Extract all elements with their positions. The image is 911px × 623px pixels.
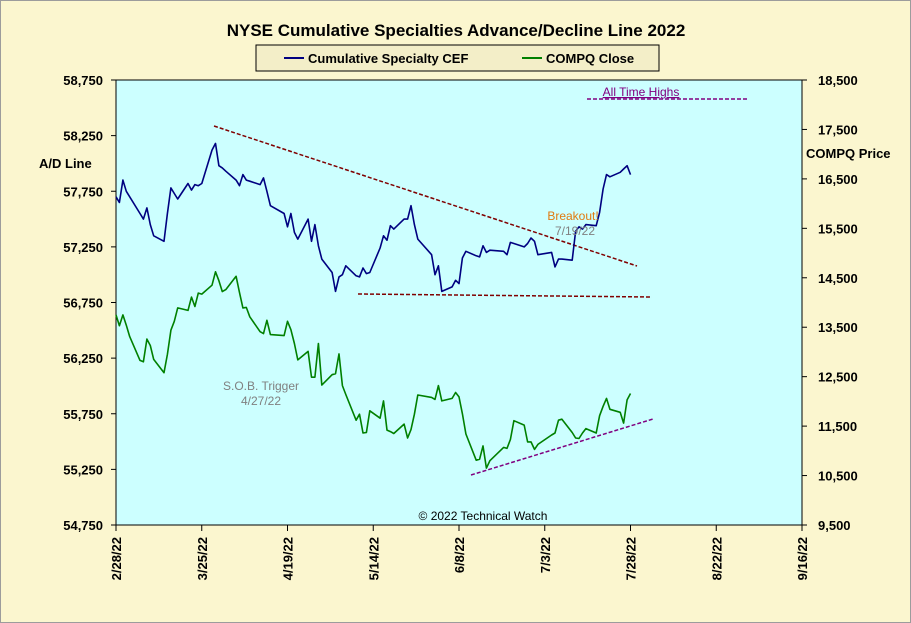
x-tick-label: 9/16/22 xyxy=(795,537,810,580)
x-tick-label: 3/25/22 xyxy=(195,537,210,580)
left-tick-label: 58,750 xyxy=(63,73,103,88)
right-tick-label: 12,500 xyxy=(818,370,858,385)
series-line-ad xyxy=(115,142,632,293)
x-tick-label: 6/8/22 xyxy=(452,537,467,573)
left-tick-label: 55,250 xyxy=(63,462,103,477)
left-tick-label: 58,250 xyxy=(63,129,103,144)
right-tick-label: 17,500 xyxy=(818,122,858,137)
right-tick-label: 16,500 xyxy=(818,172,858,187)
legend-label-ad: Cumulative Specialty CEF xyxy=(308,51,468,66)
right-tick-label: 14,500 xyxy=(818,271,858,286)
left-tick-label: 57,750 xyxy=(63,184,103,199)
legend: Cumulative Specialty CEF COMPQ Close xyxy=(255,44,660,72)
right-axis-label: COMPQ Price xyxy=(806,146,891,161)
right-tick-label: 9,500 xyxy=(818,518,851,533)
compq-support-trendline xyxy=(470,418,654,476)
x-tick-label: 4/19/22 xyxy=(281,537,296,580)
left-tick-label: 56,750 xyxy=(63,296,103,311)
trendlines xyxy=(213,98,747,476)
left-tick-label: 55,750 xyxy=(63,407,103,422)
legend-box xyxy=(255,44,660,72)
x-tick-label: 8/22/22 xyxy=(709,537,724,580)
right-tick-label: 13,500 xyxy=(818,320,858,335)
right-tick-label: 18,500 xyxy=(818,73,858,88)
x-tick-label: 2/28/22 xyxy=(109,537,124,580)
legend-label-compq: COMPQ Close xyxy=(546,51,634,66)
annotation-breakout-date: 7/19/22 xyxy=(555,224,595,238)
ad-support-trendline xyxy=(357,293,653,298)
left-axis-ticks: 58,750 58,250 57,750 57,250 56,750 56,250 55,7… xyxy=(63,73,116,533)
annotation-sob-trigger: S.O.B. Trigger xyxy=(223,379,299,393)
series-line-compq xyxy=(115,271,632,469)
left-tick-label: 54,750 xyxy=(63,518,103,533)
left-axis-label: A/D Line xyxy=(39,156,92,171)
annotation-sob-date: 4/27/22 xyxy=(241,394,281,408)
chart-title: NYSE Cumulative Specialties Advance/Decl… xyxy=(227,21,686,40)
right-tick-label: 15,500 xyxy=(818,221,858,236)
copyright-text: © 2022 Technical Watch xyxy=(419,509,548,523)
x-tick-label: 7/3/22 xyxy=(538,537,553,573)
ad-resistance-trendline xyxy=(213,125,638,267)
right-tick-label: 11,500 xyxy=(818,419,857,434)
x-tick-label: 5/14/22 xyxy=(366,537,381,580)
left-tick-label: 56,250 xyxy=(63,351,103,366)
x-axis-ticks: 2/28/22 3/25/22 4/19/22 5/14/22 6/8/22 7/3/22… xyxy=(109,525,810,580)
right-tick-label: 10,500 xyxy=(818,469,858,484)
annotation-all-time-highs: All Time Highs xyxy=(603,85,680,99)
left-tick-label: 57,250 xyxy=(63,240,103,255)
x-tick-label: 7/28/22 xyxy=(624,537,639,580)
annotation-breakout: Breakout! xyxy=(547,209,598,223)
plot-area xyxy=(115,79,803,526)
right-axis-ticks: 18,500 17,500 16,500 15,500 14,500 13,500 12,5… xyxy=(802,73,858,533)
